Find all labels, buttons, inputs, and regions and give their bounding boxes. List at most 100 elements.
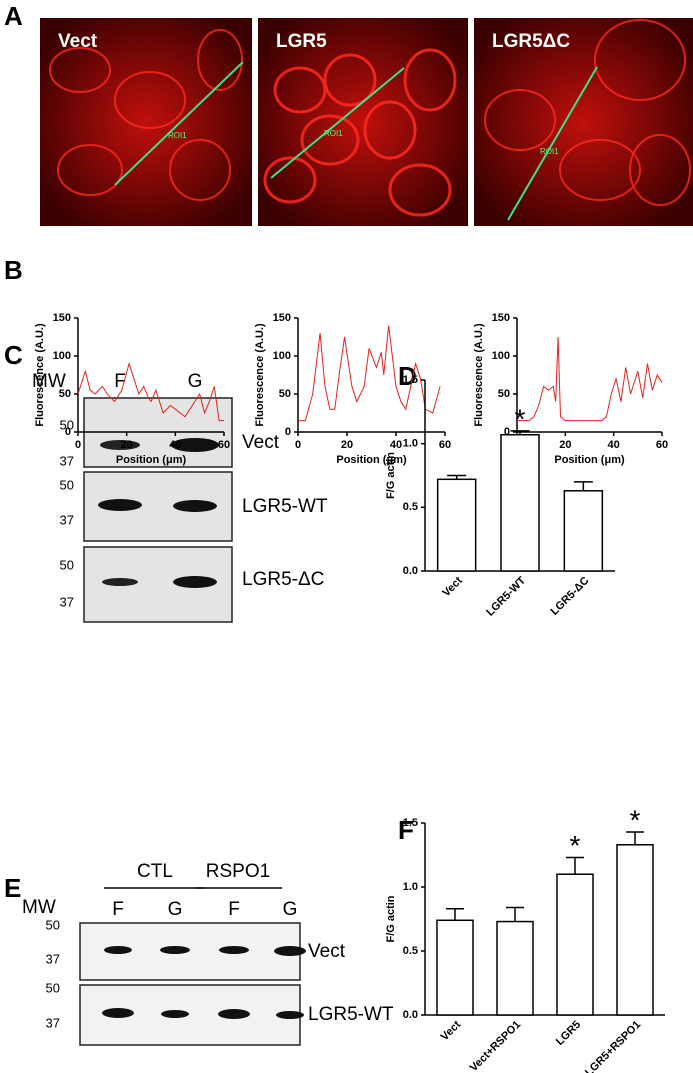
- y-tick-label: 100: [492, 350, 510, 362]
- line-series: [517, 336, 663, 422]
- y-tick-label: 50: [279, 388, 291, 400]
- blot-header: MW: [22, 897, 56, 918]
- bar: [500, 434, 540, 572]
- y-tick-label: 0.5: [403, 501, 418, 513]
- x-tick-label: 60: [439, 439, 451, 451]
- mw-label: 50: [46, 917, 60, 932]
- y-tick-label: 100: [53, 350, 71, 362]
- image-label: Vect: [58, 31, 98, 52]
- panel-label: A: [4, 1, 23, 31]
- x-axis-label: Position (μm): [554, 454, 625, 466]
- significance-marker: *: [570, 830, 581, 861]
- y-tick-label: 1.5: [403, 817, 418, 829]
- x-tick-label: Vect: [439, 1018, 464, 1043]
- roi-label: ROI1: [324, 129, 343, 138]
- x-tick-label: Vect+RSPO1: [468, 1019, 523, 1073]
- blot-header: G: [188, 371, 203, 392]
- y-tick-label: 150: [53, 312, 71, 324]
- blot-row-label: Vect: [242, 432, 280, 453]
- line-series: [77, 361, 224, 422]
- group-label: RSPO1: [206, 861, 270, 882]
- bar: [436, 919, 474, 1016]
- x-tick-label: 60: [218, 439, 230, 451]
- y-tick-label: 50: [59, 388, 71, 400]
- mw-label: 37: [60, 512, 74, 527]
- x-axis-label: Position (μm): [336, 454, 407, 466]
- y-axis-label: F/G actin: [385, 895, 397, 942]
- mw-label: 37: [46, 1015, 60, 1030]
- x-tick-label: LGR5-WT: [484, 574, 528, 618]
- blot-row-label: LGR5-WT: [308, 1004, 394, 1025]
- significance-marker: *: [630, 804, 641, 835]
- line-series: [298, 325, 441, 422]
- panel-label: F: [398, 815, 414, 845]
- y-tick-label: 1.0: [403, 438, 418, 450]
- x-tick-label: 40: [169, 439, 181, 451]
- y-tick-label: 0.5: [403, 945, 418, 957]
- mw-label: 50: [60, 417, 74, 432]
- mw-label: 37: [60, 594, 74, 609]
- x-tick-label: 20: [559, 439, 571, 451]
- x-tick-label: 20: [341, 439, 353, 451]
- blot-row-label: LGR5-WT: [242, 496, 328, 517]
- panel-label: C: [4, 340, 23, 370]
- blot-header: G: [168, 899, 183, 920]
- x-tick-label: LGR5+RSPO1: [583, 1019, 643, 1073]
- x-tick-label: Vect: [440, 574, 465, 599]
- blot-row-label: Vect: [308, 941, 346, 962]
- x-axis-label: Position (μm): [116, 454, 187, 466]
- bar: [563, 490, 604, 572]
- x-tick-label: 0: [75, 439, 81, 451]
- y-tick-label: 1.0: [403, 881, 418, 893]
- x-tick-label: 40: [390, 439, 402, 451]
- y-tick-label: 100: [273, 350, 291, 362]
- roi-label: ROI1: [168, 131, 187, 140]
- y-tick-label: 0: [504, 426, 510, 438]
- x-tick-label: 0: [295, 439, 301, 451]
- y-tick-label: 150: [492, 312, 510, 324]
- y-axis-label: Fluorescence (A.U.): [34, 323, 46, 427]
- blot-header: F: [114, 371, 126, 392]
- x-tick-label: 40: [608, 439, 620, 451]
- blot: [79, 922, 306, 1046]
- y-tick-label: 0: [65, 426, 71, 438]
- mw-label: 50: [60, 557, 74, 572]
- image-label: LGR5: [276, 31, 327, 52]
- x-tick-label: LGR5-ΔC: [548, 575, 591, 618]
- blot-row-label: LGR5-ΔC: [242, 569, 324, 590]
- blot-header: F: [228, 899, 240, 920]
- bar: [496, 920, 534, 1016]
- mw-label: 37: [60, 453, 74, 468]
- micrograph: ROI1 Vect: [40, 18, 252, 226]
- image-label: LGR5ΔC: [492, 31, 570, 52]
- panel-label: D: [398, 361, 417, 391]
- y-tick-label: 0: [285, 426, 291, 438]
- group-label: CTL: [137, 861, 173, 882]
- bar: [556, 873, 594, 1016]
- y-tick-label: 50: [498, 388, 510, 400]
- blot-header: F: [112, 899, 124, 920]
- mw-label: 50: [46, 980, 60, 995]
- x-tick-label: 20: [121, 439, 133, 451]
- blot-header: G: [283, 899, 298, 920]
- micrograph: ROI1 LGR5: [258, 18, 468, 226]
- roi-label: ROI1: [540, 147, 559, 156]
- panel-label: E: [4, 873, 21, 903]
- y-axis-label: Fluorescence (A.U.): [473, 323, 485, 427]
- blot-header: MW: [32, 371, 66, 392]
- panel-label: B: [4, 255, 23, 285]
- y-tick-label: 150: [273, 312, 291, 324]
- y-axis-label: F/G actin: [385, 452, 397, 499]
- x-tick-label: 60: [656, 439, 668, 451]
- significance-marker: *: [515, 403, 526, 434]
- mw-label: 50: [60, 477, 74, 492]
- mw-label: 37: [46, 951, 60, 966]
- micrograph: ROI1 LGR5ΔC: [474, 18, 693, 226]
- x-tick-label: LGR5: [554, 1019, 583, 1048]
- y-tick-label: 1.5: [403, 374, 418, 386]
- bar: [616, 844, 654, 1016]
- y-axis-label: Fluorescence (A.U.): [254, 323, 266, 427]
- bar: [436, 478, 477, 572]
- y-tick-label: 0.0: [403, 1009, 418, 1021]
